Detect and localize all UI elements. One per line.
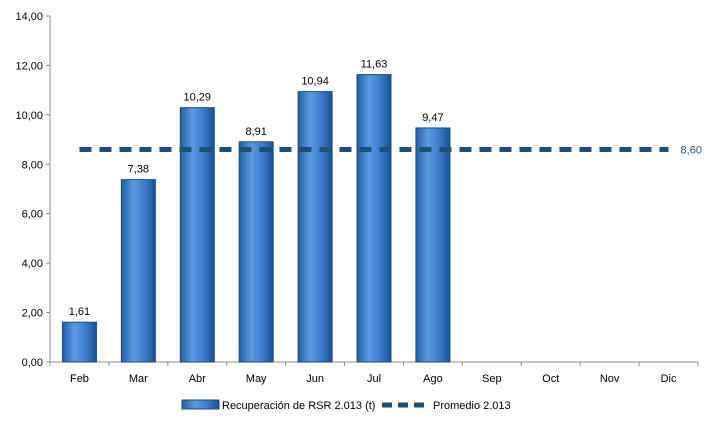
y-tick-label: 14,00 — [15, 11, 43, 23]
legend: Recuperación de RSR 2.013 (t) Promedio 2.… — [181, 399, 511, 412]
bar — [61, 321, 97, 363]
x-tick-label: Jun — [306, 373, 324, 385]
bar-value-label: 10,94 — [301, 76, 329, 88]
x-tick-label: Jul — [367, 373, 381, 385]
bar-value-label: 9,47 — [422, 112, 443, 124]
bar — [297, 91, 333, 363]
y-tick-label: 0,00 — [22, 357, 43, 369]
bar-value-label: 1,61 — [69, 306, 90, 318]
bar — [356, 74, 392, 363]
x-tick-label: Ago — [423, 373, 443, 385]
bar-value-label: 10,29 — [184, 92, 212, 104]
legend-line-label: Promedio 2.013 — [433, 400, 511, 412]
legend-bar-label: Recuperación de RSR 2.013 (t) — [222, 400, 375, 412]
x-tick-label: May — [246, 373, 267, 385]
x-tick-label: Nov — [600, 373, 620, 385]
x-tick-label: Feb — [70, 373, 89, 385]
bar — [415, 127, 451, 363]
bar — [179, 107, 215, 363]
y-tick-label: 2,00 — [22, 308, 43, 320]
bar — [120, 179, 156, 363]
plot-area: 0,00 2,00 4,00 6,00 8,00 10,00 12,00 14,00 Feb Ma… — [15, 11, 701, 385]
y-tick-label: 12,00 — [15, 60, 43, 72]
legend-bar-swatch — [181, 399, 220, 410]
bar-value-label: 11,63 — [361, 59, 388, 71]
x-tick-label: Sep — [482, 373, 502, 385]
bar-value-label: 7,38 — [128, 164, 149, 176]
average-value-label: 8,60 — [681, 144, 702, 156]
y-tick-label: 10,00 — [15, 110, 43, 122]
x-tick-label: Oct — [542, 373, 559, 385]
y-tick-label: 4,00 — [22, 258, 43, 270]
bar-value-label: 8,91 — [245, 126, 266, 138]
y-tick-label: 6,00 — [22, 209, 43, 221]
x-tick-label: Mar — [129, 373, 148, 385]
x-tick-label: Dic — [661, 373, 677, 385]
y-tick-label: 8,00 — [22, 159, 43, 171]
bar — [238, 141, 274, 363]
x-tick-label: Abr — [189, 373, 206, 385]
